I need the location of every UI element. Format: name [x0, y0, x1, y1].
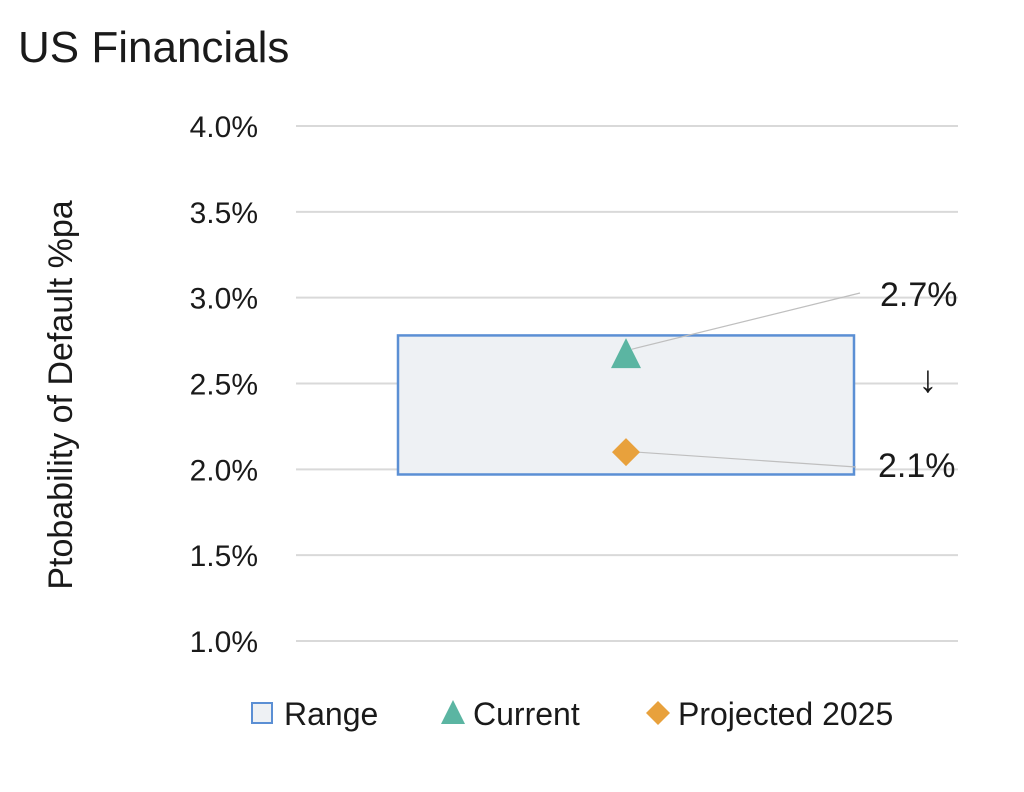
- legend-label: Projected 2025: [678, 696, 893, 732]
- projected-marker: [612, 438, 640, 467]
- y-tick-label: 4.0%: [190, 111, 258, 144]
- leader-line: [637, 451, 857, 468]
- chart-title: US Financials: [18, 23, 289, 72]
- legend[interactable]: Range Current Projected 2025: [251, 696, 893, 732]
- y-tick-label: 3.0%: [190, 283, 258, 316]
- legend-label: Range: [284, 696, 378, 732]
- legend-item[interactable]: Current: [441, 696, 580, 732]
- legend-item[interactable]: Projected 2025: [646, 696, 893, 732]
- legend-triangle-icon: [441, 700, 465, 724]
- legend-square-icon: [251, 702, 273, 724]
- leader-lines: [631, 292, 861, 468]
- y-axis-label: Ptobability of Default %pa: [42, 200, 80, 589]
- data-label: 2.7%: [880, 276, 958, 314]
- y-tick-labels: 1.0% 1.5% 2.0% 2.5% 3.0% 3.5% 4.0%: [190, 111, 258, 659]
- y-tick-label: 3.5%: [190, 197, 258, 230]
- leader-line: [631, 292, 861, 350]
- y-tick-label: 1.5%: [190, 540, 258, 573]
- down-arrow-icon: ↓: [919, 359, 938, 401]
- y-tick-label: 2.0%: [190, 454, 258, 487]
- data-labels: 2.7% 2.1%: [878, 276, 958, 485]
- current-marker: [611, 338, 641, 369]
- markers: [611, 338, 641, 467]
- data-label: 2.1%: [878, 447, 956, 485]
- legend-diamond-icon: [646, 701, 670, 725]
- legend-item[interactable]: Range: [251, 696, 378, 732]
- legend-label: Current: [473, 696, 580, 732]
- y-tick-label: 1.0%: [190, 626, 258, 659]
- y-tick-label: 2.5%: [190, 369, 258, 402]
